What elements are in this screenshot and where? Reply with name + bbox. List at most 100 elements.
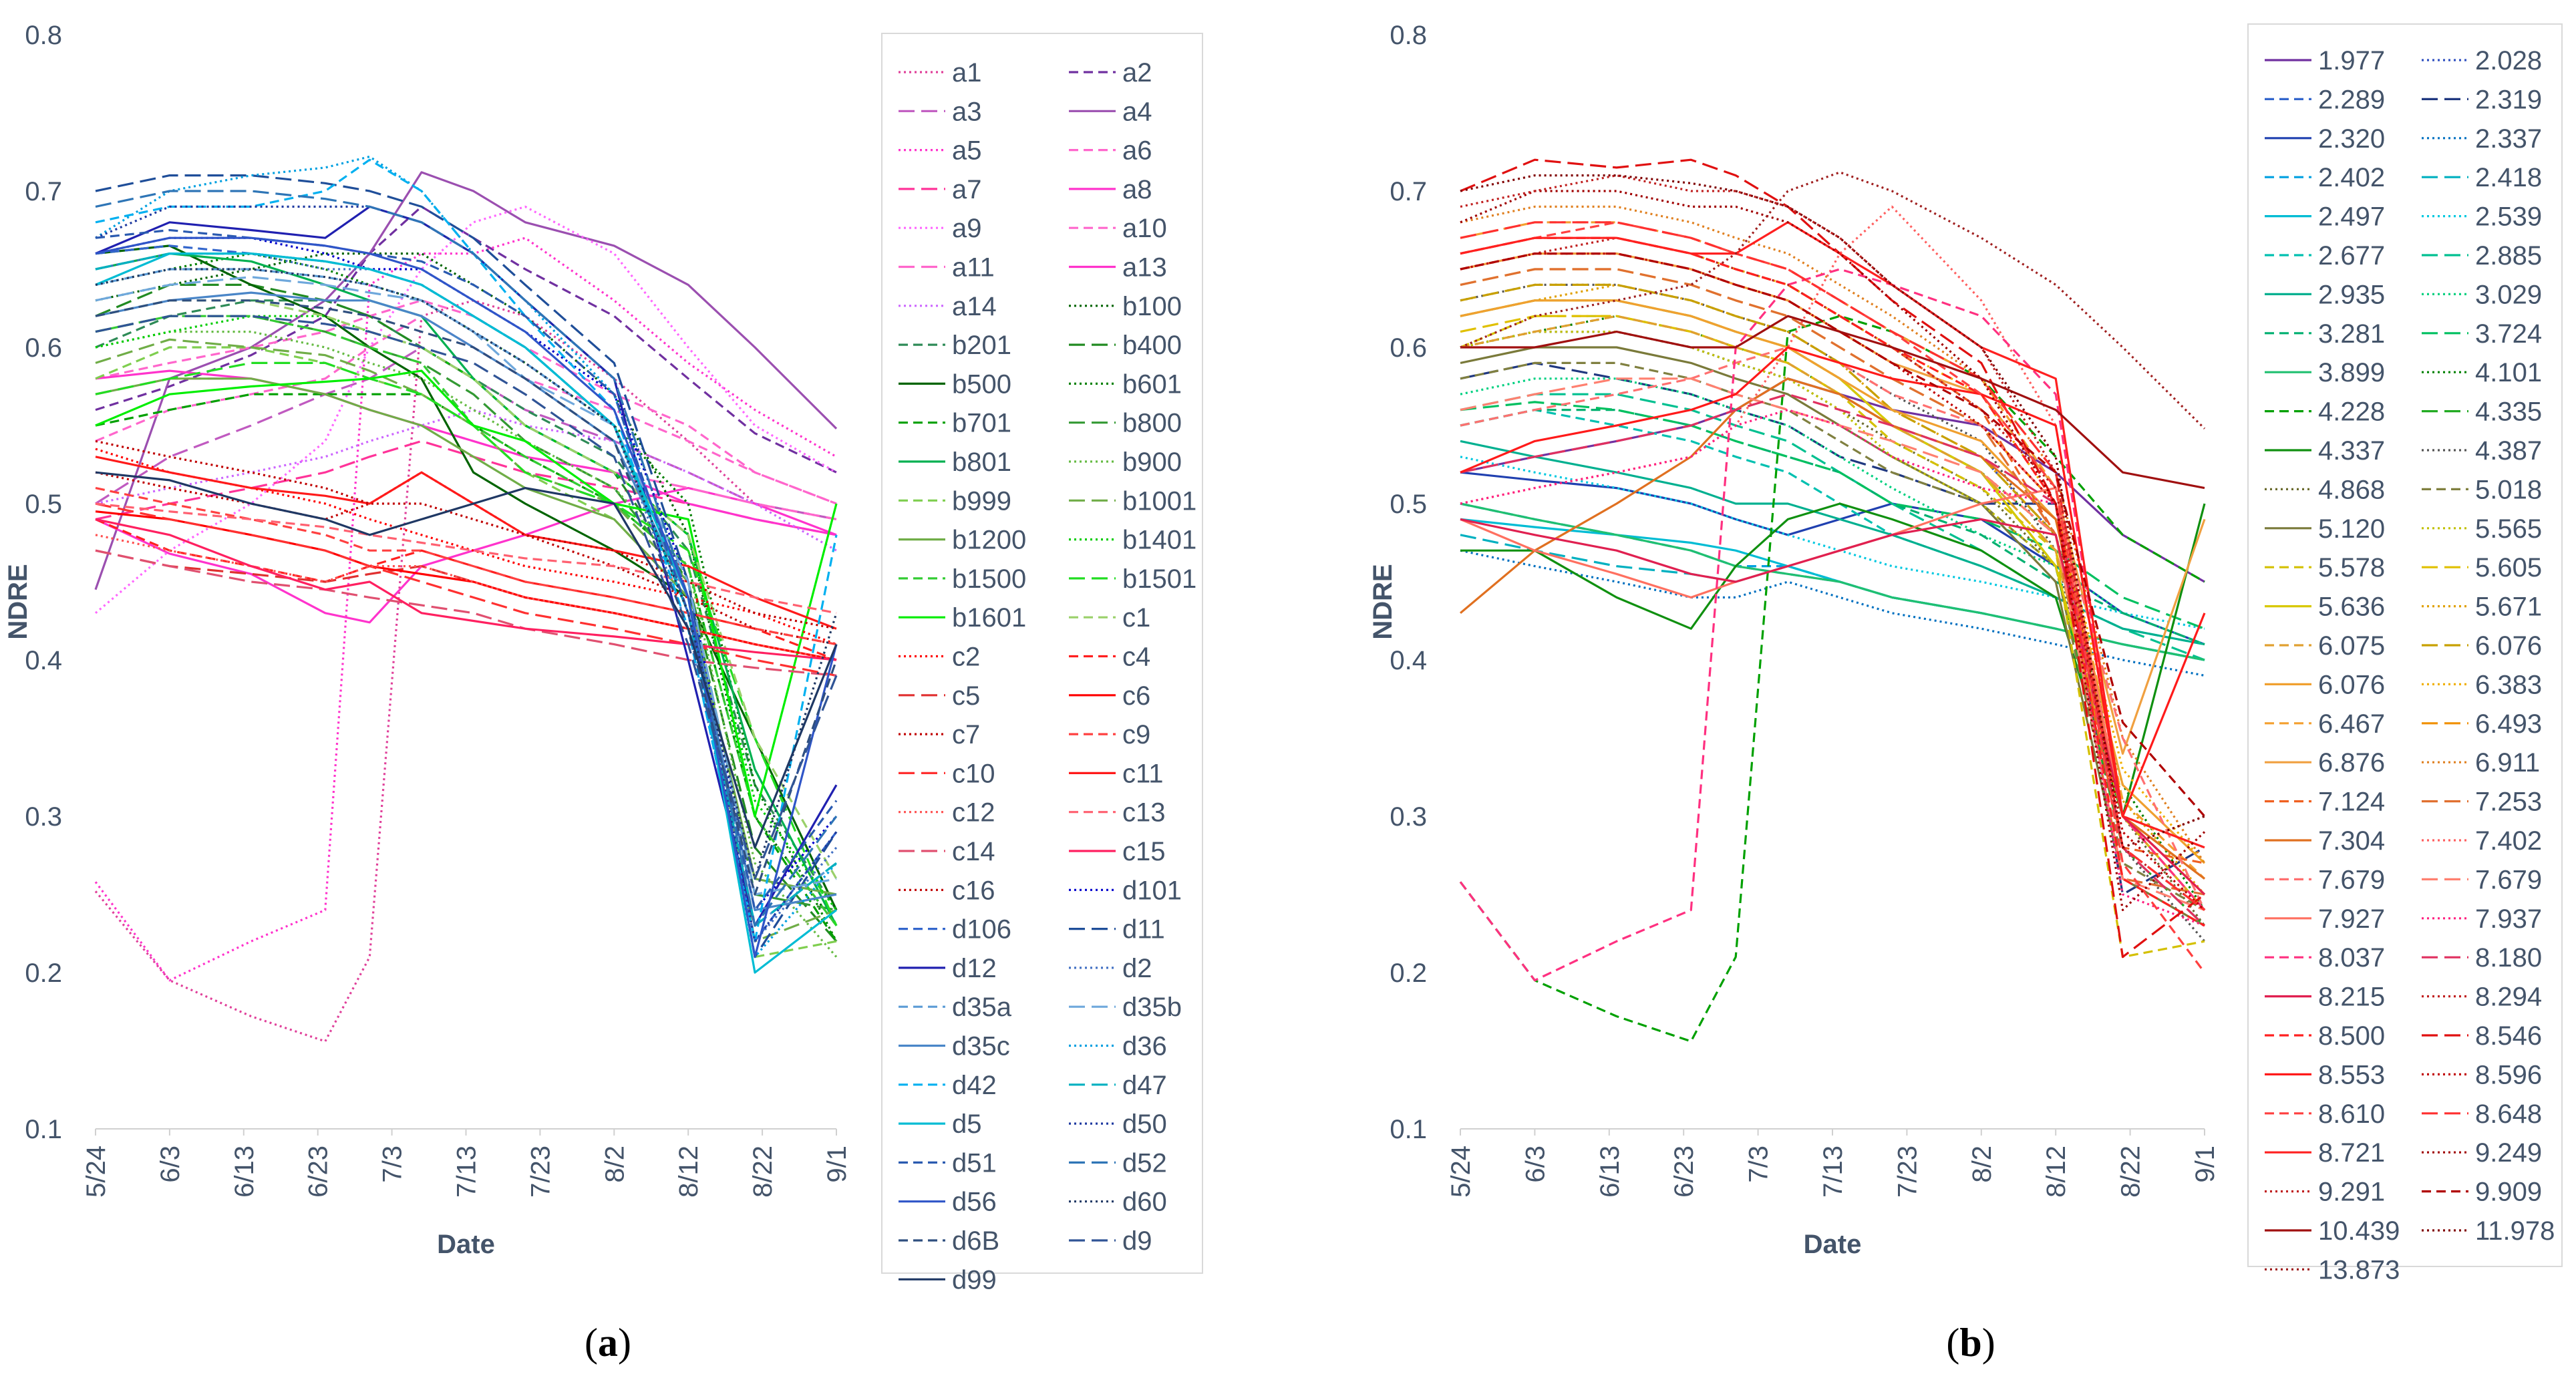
legend-label: a10 xyxy=(1122,214,1167,243)
y-tick-label: 0.5 xyxy=(1390,490,1427,519)
legend-label: 4.868 xyxy=(2318,475,2385,504)
legend-label: d12 xyxy=(952,954,997,983)
y-tick-label: 0.8 xyxy=(25,21,62,50)
legend-item: 8.546 xyxy=(2422,1021,2542,1051)
legend-item: 2.402 xyxy=(2265,163,2385,192)
x-tick-label: 7/23 xyxy=(526,1146,555,1198)
legend-item: d47 xyxy=(1069,1071,1167,1100)
legend-item: 6.075 xyxy=(2265,631,2385,661)
legend-item: b1601 xyxy=(899,603,1026,633)
legend-label: 3.281 xyxy=(2318,319,2385,349)
series-line-4_337 xyxy=(1460,502,2206,818)
series-line-8_553 xyxy=(1460,346,2206,818)
legend-item: a7 xyxy=(899,175,982,204)
legend-item: c14 xyxy=(899,837,995,866)
series-line-c16 xyxy=(95,440,837,630)
series-line-4_101 xyxy=(1460,315,2206,911)
legend-item: b701 xyxy=(899,409,1011,438)
series-line-c13 xyxy=(95,502,837,615)
series-line-d99 xyxy=(95,471,838,849)
x-tick-label: 8/12 xyxy=(2042,1146,2071,1198)
legend-label: 7.304 xyxy=(2318,826,2385,856)
legend-item: 2.677 xyxy=(2265,241,2385,271)
legend-label: d11 xyxy=(1122,915,1165,944)
legend-item: 5.565 xyxy=(2422,514,2542,544)
legend-label: c16 xyxy=(952,876,995,905)
legend-item: 6.911 xyxy=(2422,748,2540,778)
legend-label: 8.294 xyxy=(2475,983,2542,1012)
legend-label: 2.539 xyxy=(2475,202,2542,232)
legend-item: 8.596 xyxy=(2422,1060,2542,1089)
legend-label: 4.228 xyxy=(2318,397,2385,427)
x-tick-label: 6/3 xyxy=(156,1146,185,1183)
legend-item: d6B xyxy=(899,1226,999,1256)
legend-item: a6 xyxy=(1069,136,1152,166)
series-line-b1501 xyxy=(95,361,838,926)
series-line-d56 xyxy=(95,236,838,959)
legend-item: d52 xyxy=(1069,1148,1167,1178)
legend-label: c13 xyxy=(1122,798,1166,828)
legend-item: d51 xyxy=(899,1148,997,1178)
legend-label: 1.977 xyxy=(2318,46,2385,75)
legend-item: a14 xyxy=(899,292,997,321)
legend-label: d2 xyxy=(1122,954,1152,983)
legend-item: c4 xyxy=(1069,643,1150,672)
panel-caption: (a) xyxy=(585,1321,631,1365)
legend-label: 8.546 xyxy=(2475,1021,2542,1051)
x-tick-label: 5/24 xyxy=(1446,1146,1476,1198)
y-tick-label: 0.2 xyxy=(25,959,62,988)
legend-label: 5.636 xyxy=(2318,592,2385,622)
legend-label: c15 xyxy=(1122,837,1166,866)
legend-item: 6.493 xyxy=(2422,709,2542,739)
series-line-d101 xyxy=(95,236,838,912)
legend-label: a9 xyxy=(952,214,982,243)
series-line-a14 xyxy=(95,408,837,552)
series-line-13_873 xyxy=(1460,171,2206,429)
series-line-d60 xyxy=(95,268,838,880)
series-line-b1500 xyxy=(95,315,838,926)
x-tick-label: 8/2 xyxy=(600,1146,629,1183)
y-tick-label: 0.6 xyxy=(1390,333,1427,363)
legend-item: 8.294 xyxy=(2422,983,2542,1012)
legend-label: 4.387 xyxy=(2475,436,2542,466)
legend-item: b201 xyxy=(899,331,1011,360)
x-tick-label: 8/2 xyxy=(1967,1146,1997,1183)
series-line-a1 xyxy=(94,299,837,1043)
legend-item: d50 xyxy=(1069,1109,1167,1139)
legend-label: b1401 xyxy=(1122,526,1196,555)
legend-item: d35b xyxy=(1069,993,1182,1022)
caption-close-paren: ) xyxy=(1982,1321,1995,1365)
legend-label: 3.899 xyxy=(2318,358,2385,387)
legend-item: 3.281 xyxy=(2265,319,2385,349)
legend-label: a1 xyxy=(952,58,982,88)
legend-label: 6.075 xyxy=(2318,631,2385,661)
x-tick-label: 7/23 xyxy=(1893,1146,1922,1198)
legend-item: 2.320 xyxy=(2265,124,2385,154)
series-line-9_249 xyxy=(1460,190,2206,912)
legend-label: b201 xyxy=(952,331,1011,360)
series-line-a5 xyxy=(94,236,837,982)
x-tick-label: 9/1 xyxy=(2191,1146,2220,1183)
legend-item: d5 xyxy=(899,1109,982,1139)
series-line-c7 xyxy=(95,471,837,646)
legend-label: d47 xyxy=(1122,1071,1167,1100)
legend-item: d2 xyxy=(1069,954,1152,983)
series-line-c2 xyxy=(95,448,837,646)
panel-caption: (b) xyxy=(1946,1321,1995,1365)
legend-item: c10 xyxy=(899,759,995,788)
legend-label: 2.418 xyxy=(2475,163,2542,192)
legend-label: d106 xyxy=(952,915,1011,944)
legend-label: 5.605 xyxy=(2475,553,2542,582)
legend-label: 6.911 xyxy=(2475,748,2540,778)
legend-label: a2 xyxy=(1122,58,1152,88)
legend-item: 7.124 xyxy=(2265,788,2385,817)
series-line-d11 xyxy=(95,174,838,959)
legend-label: c7 xyxy=(952,720,980,749)
legend-item: 5.671 xyxy=(2422,592,2542,622)
legend-label: 5.671 xyxy=(2475,592,2542,622)
series-line-d2 xyxy=(95,252,838,942)
legend-label: 7.937 xyxy=(2475,904,2542,934)
legend-label: d36 xyxy=(1122,1032,1167,1061)
series-line-4_228 xyxy=(1459,315,2205,1043)
legend-item: 8.037 xyxy=(2265,943,2385,973)
